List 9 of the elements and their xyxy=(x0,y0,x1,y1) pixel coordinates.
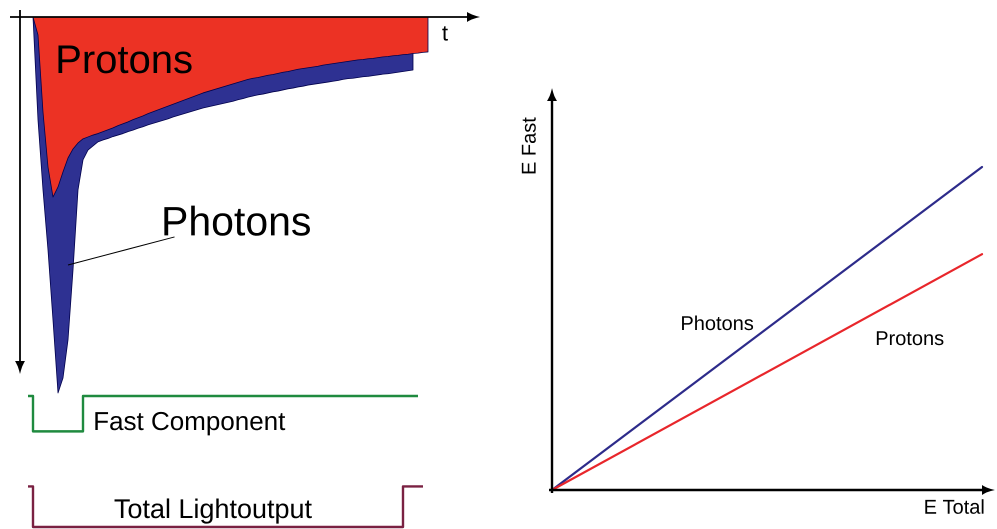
series-label: Total Lightoutput xyxy=(114,498,312,524)
series-label: Photons xyxy=(164,206,310,236)
x-axis-title: t xyxy=(442,26,448,41)
series-label: Protons xyxy=(876,331,944,346)
y-axis-title: E Fast xyxy=(522,117,536,174)
series-label: Fast Component xyxy=(95,412,286,436)
series-label: Protons xyxy=(58,45,192,74)
x-axis-title: E Total xyxy=(925,499,984,514)
series-label: Photons xyxy=(682,315,754,330)
